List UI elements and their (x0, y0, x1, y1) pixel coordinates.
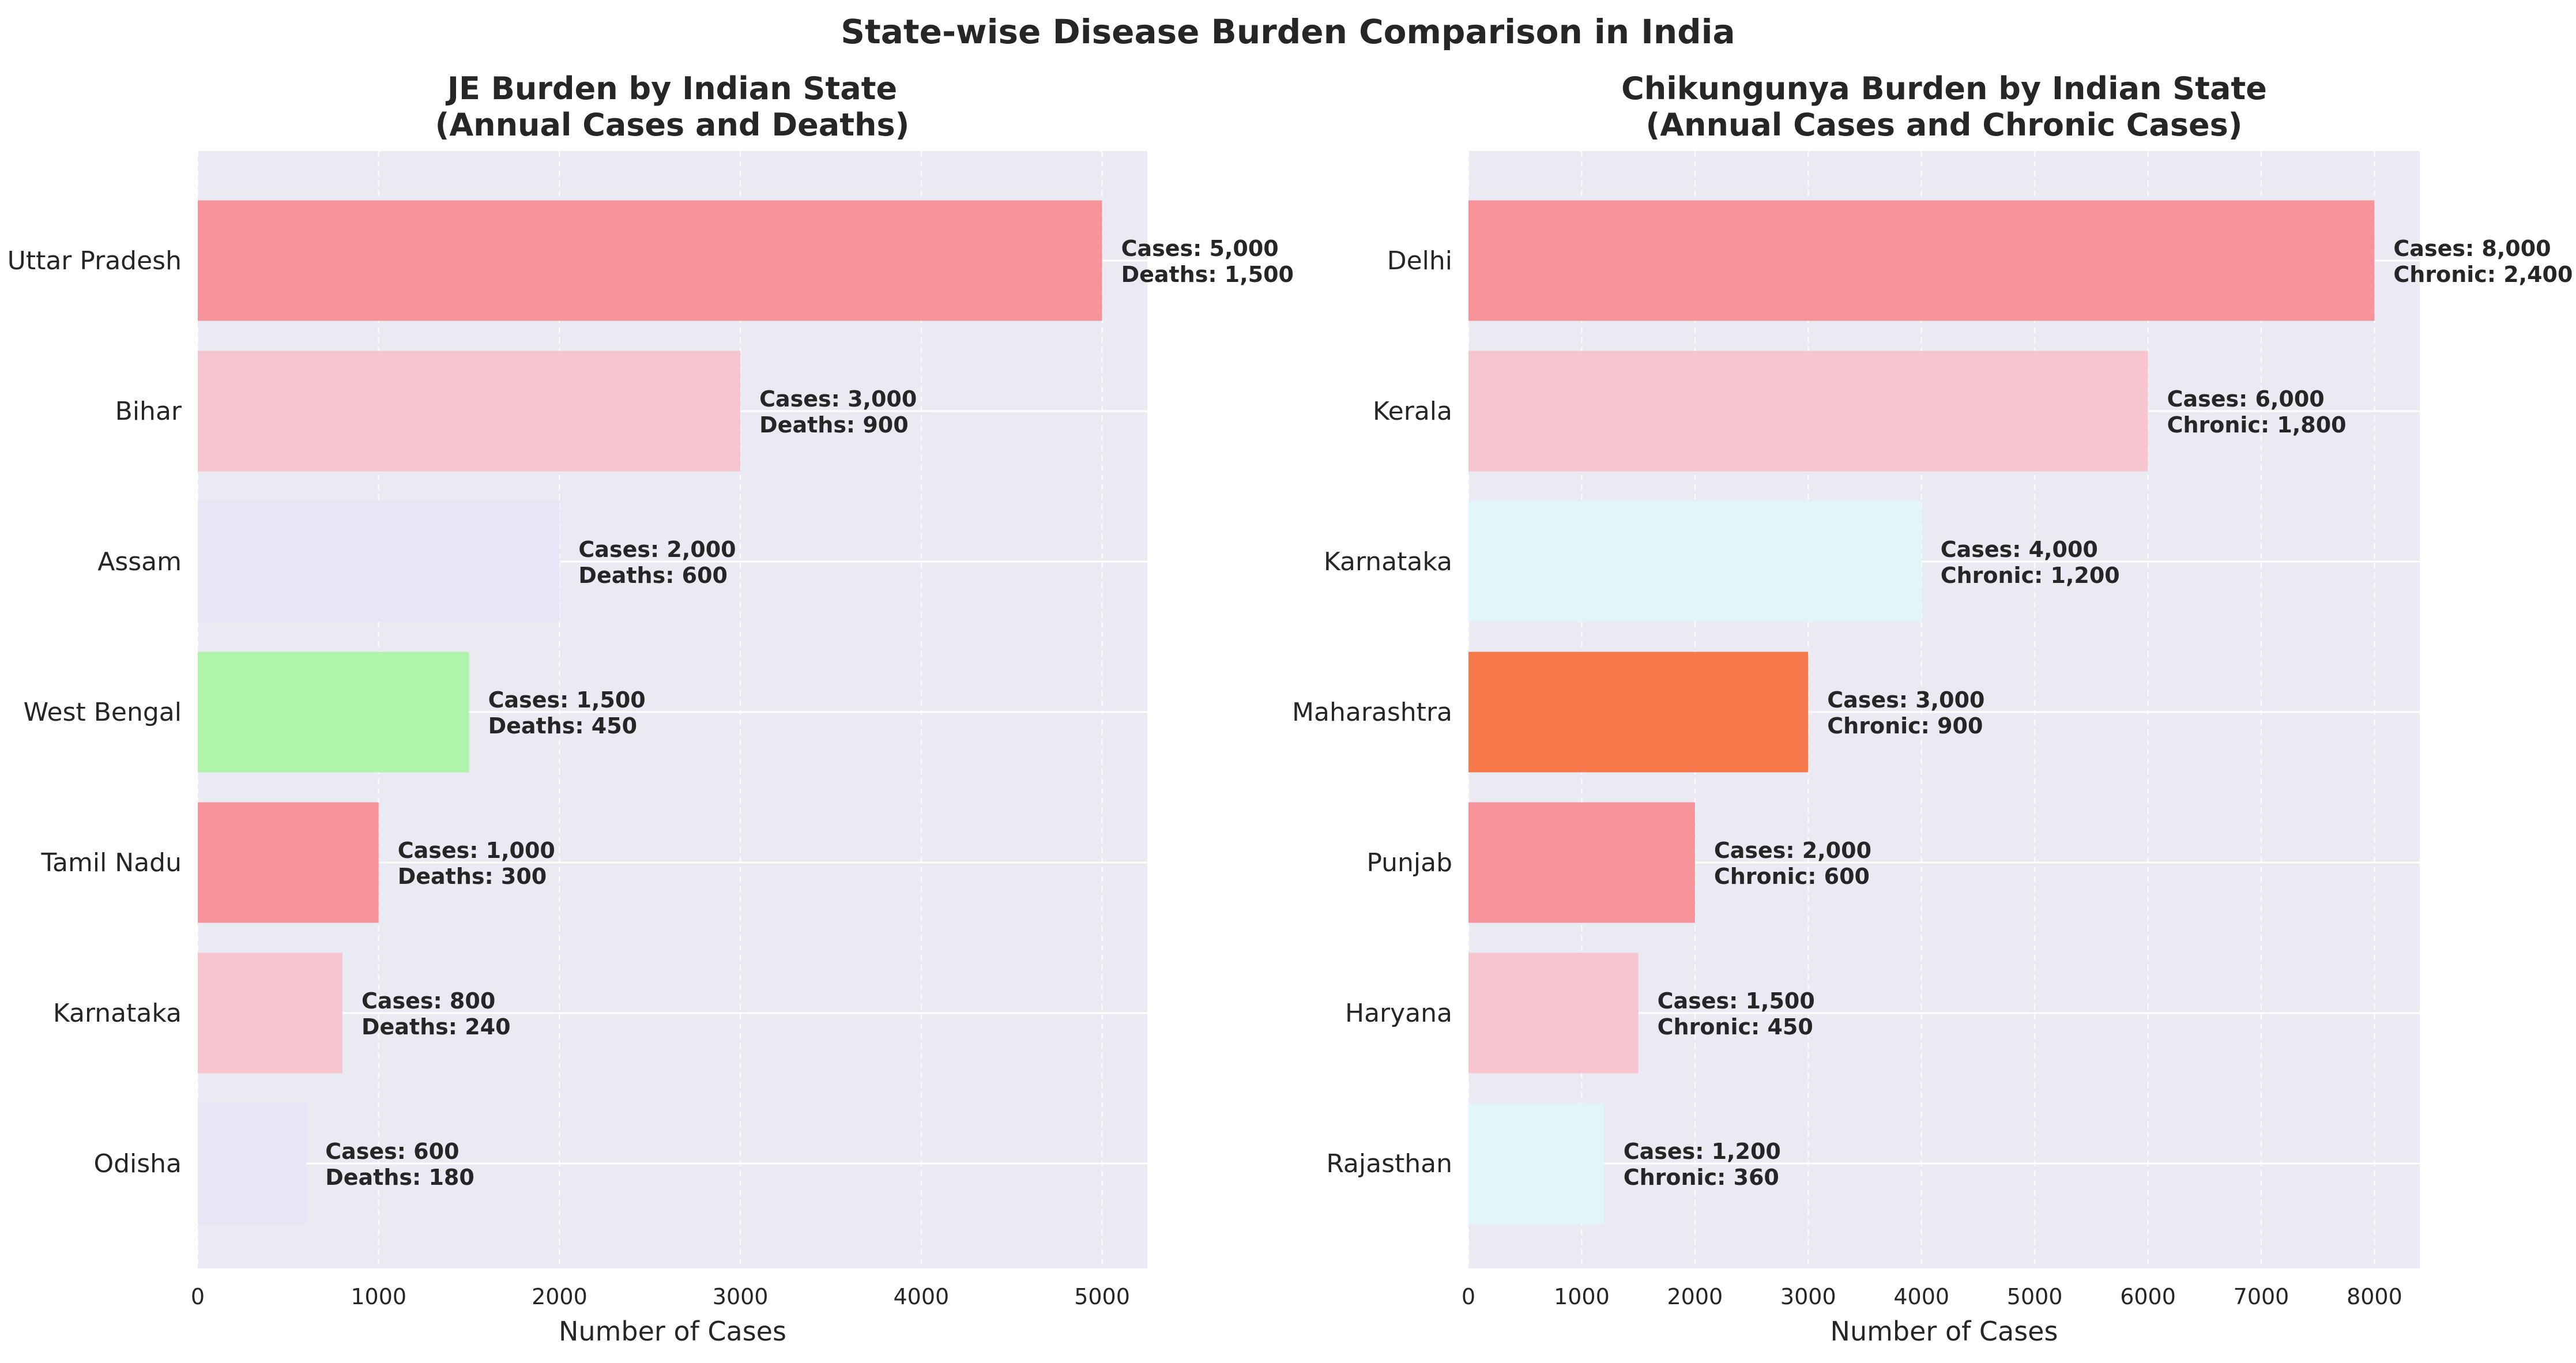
x-tick-label: 3000 (1780, 1284, 1836, 1309)
x-tick-label: 7000 (2234, 1284, 2289, 1309)
y-tick-label: Punjab (1366, 848, 1452, 878)
data-label-cases: Cases: 600 (325, 1139, 459, 1164)
y-tick-label: Delhi (1387, 246, 1452, 276)
bar-west-bengal (198, 652, 469, 773)
data-label-secondary: Deaths: 180 (325, 1165, 474, 1190)
y-tick-label: Karnataka (53, 999, 182, 1028)
x-tick-label: 2000 (1667, 1284, 1723, 1309)
data-label-cases: Cases: 4,000 (1941, 537, 2098, 562)
data-label-secondary: Chronic: 900 (1827, 713, 1983, 739)
y-tick-label: West Bengal (24, 698, 182, 727)
y-tick-label: Uttar Pradesh (7, 246, 182, 276)
bar-kerala (1468, 351, 2148, 472)
y-tick-label: Tamil Nadu (40, 848, 182, 878)
x-axis-label: Number of Cases (1831, 1316, 2058, 1347)
data-label-cases: Cases: 2,000 (1714, 838, 1871, 863)
y-tick-label: Odisha (93, 1149, 182, 1178)
bar-rajasthan (1468, 1103, 1605, 1224)
data-label-secondary: Chronic: 450 (1658, 1014, 1813, 1040)
x-tick-label: 6000 (2120, 1284, 2176, 1309)
y-tick-label: Rajasthan (1326, 1149, 1452, 1178)
bar-odisha (198, 1103, 307, 1224)
x-tick-label: 5000 (1074, 1284, 1130, 1309)
y-tick-label: Assam (97, 547, 182, 577)
bar-maharashtra (1468, 652, 1809, 773)
panel-title: Chikungunya Burden by Indian State (1621, 70, 2267, 107)
x-tick-label: 0 (1462, 1284, 1475, 1309)
data-label-cases: Cases: 1,000 (398, 838, 555, 863)
data-label-secondary: Chronic: 2,400 (2393, 262, 2573, 287)
x-tick-label: 4000 (1893, 1284, 1949, 1309)
figure-title: State-wise Disease Burden Comparison in … (841, 12, 1735, 51)
y-tick-label: Haryana (1345, 999, 1452, 1028)
x-tick-label: 5000 (2007, 1284, 2063, 1309)
je-burden-panel: JE Burden by Indian State(Annual Cases a… (7, 70, 1294, 1347)
bar-uttar-pradesh (198, 200, 1102, 321)
data-label-cases: Cases: 5,000 (1121, 236, 1279, 261)
bar-assam (198, 501, 560, 622)
data-label-secondary: Chronic: 360 (1624, 1165, 1779, 1190)
data-label-secondary: Chronic: 1,200 (1941, 563, 2120, 588)
panel-subtitle: (Annual Cases and Chronic Cases) (1646, 107, 2243, 143)
y-tick-label: Kerala (1373, 397, 1452, 426)
x-tick-label: 1000 (351, 1284, 406, 1309)
x-tick-label: 2000 (532, 1284, 587, 1309)
x-axis-label: Number of Cases (559, 1316, 786, 1347)
x-tick-label: 0 (191, 1284, 205, 1309)
data-label-secondary: Deaths: 900 (759, 412, 909, 438)
y-tick-label: Maharashtra (1292, 698, 1452, 727)
data-label-cases: Cases: 3,000 (1827, 687, 1984, 713)
y-tick-label: Karnataka (1324, 547, 1452, 577)
data-label-cases: Cases: 1,200 (1624, 1139, 1781, 1164)
bar-delhi (1468, 200, 2375, 321)
bar-karnataka (198, 952, 342, 1074)
data-label-cases: Cases: 800 (361, 988, 495, 1014)
data-label-secondary: Deaths: 240 (361, 1014, 511, 1040)
bar-bihar (198, 351, 741, 472)
data-label-cases: Cases: 1,500 (1658, 988, 1815, 1014)
data-label-secondary: Chronic: 1,800 (2167, 412, 2347, 438)
data-label-cases: Cases: 8,000 (2393, 236, 2551, 261)
y-tick-label: Bihar (115, 397, 182, 426)
bar-tamil-nadu (198, 802, 379, 923)
panel-subtitle: (Annual Cases and Deaths) (435, 107, 910, 143)
x-tick-label: 3000 (713, 1284, 769, 1309)
data-label-cases: Cases: 6,000 (2167, 386, 2325, 412)
data-label-secondary: Deaths: 300 (398, 864, 547, 889)
data-label-secondary: Deaths: 600 (578, 563, 728, 588)
data-label-secondary: Chronic: 600 (1714, 864, 1870, 889)
data-label-cases: Cases: 1,500 (488, 687, 646, 713)
x-tick-label: 8000 (2347, 1284, 2402, 1309)
bar-karnataka (1468, 501, 1922, 622)
data-label-cases: Cases: 2,000 (578, 537, 736, 562)
panel-title: JE Burden by Indian State (445, 70, 897, 107)
data-label-secondary: Deaths: 1,500 (1121, 262, 1294, 287)
data-label-secondary: Deaths: 450 (488, 713, 638, 739)
bar-punjab (1468, 802, 1695, 923)
bar-haryana (1468, 952, 1639, 1074)
x-tick-label: 4000 (893, 1284, 949, 1309)
chikungunya-burden-panel: Chikungunya Burden by Indian State(Annua… (1292, 70, 2573, 1347)
x-tick-label: 1000 (1554, 1284, 1610, 1309)
data-label-cases: Cases: 3,000 (759, 386, 917, 412)
